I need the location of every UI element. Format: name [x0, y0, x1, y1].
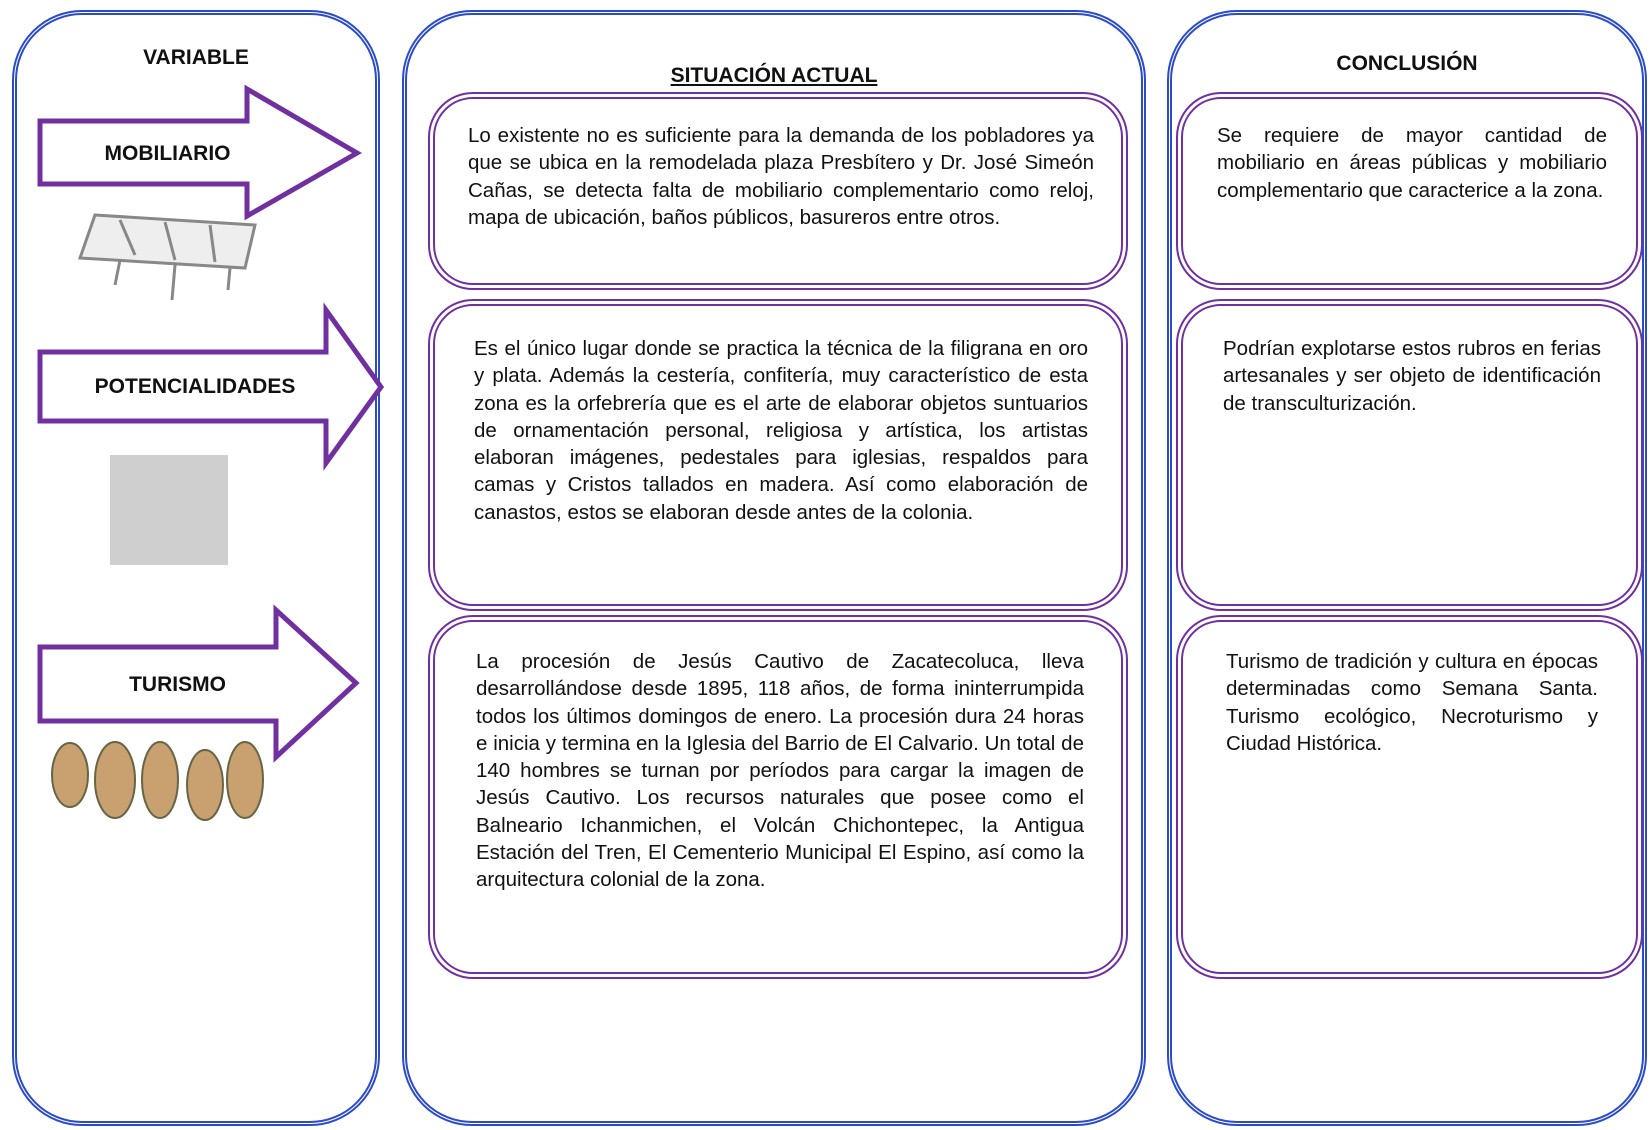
situation-box [428, 299, 1128, 611]
bench-icon [77, 213, 257, 301]
situation-text: Lo existente no es suficiente para la de… [468, 124, 1094, 229]
tourists-icon [51, 741, 264, 821]
situation-text: La procesión de Jesús Cautivo de Zacatec… [476, 650, 1084, 892]
arrow [37, 302, 385, 471]
conclusion-text: Turismo de tradición y cultura en épocas… [1226, 650, 1598, 755]
variable-label: MOBILIARIO [104, 142, 231, 165]
column-header: CONCLUSIÓN [1336, 52, 1478, 75]
variable-label: POTENCIALIDADES [94, 375, 296, 398]
variable-label: TURISMO [129, 673, 226, 696]
variable-column [12, 10, 380, 1126]
conclusion-text: Se requiere de mayor cantidad de mobilia… [1217, 124, 1607, 202]
column-header: VARIABLE [143, 46, 249, 69]
arrow [37, 604, 360, 763]
conclusion-text: Podrían explotarse estos rubros en feria… [1223, 337, 1601, 415]
situation-box [428, 615, 1128, 979]
situation-box [428, 92, 1128, 290]
conclusion-box [1176, 615, 1643, 979]
column-header: SITUACIÓN ACTUAL [670, 64, 878, 87]
arrow [37, 84, 363, 221]
conclusion-column [1167, 10, 1647, 1126]
situation-column [402, 10, 1146, 1126]
filigree-icon [110, 455, 228, 565]
conclusion-box [1176, 92, 1643, 290]
conclusion-box [1176, 299, 1643, 611]
situation-text: Es el único lugar donde se practica la t… [474, 337, 1088, 524]
